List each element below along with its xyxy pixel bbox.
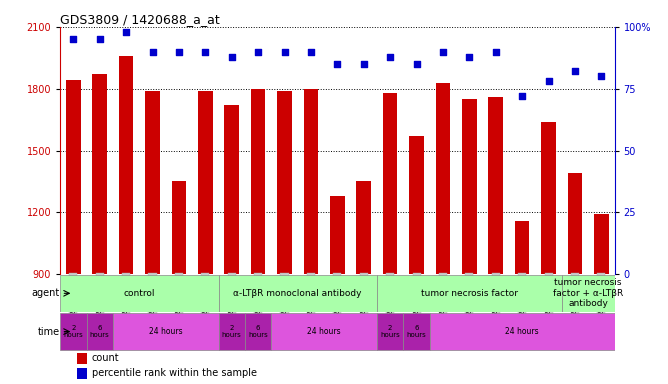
Text: GSM376020: GSM376020 (228, 274, 234, 317)
Text: GSM376027: GSM376027 (308, 274, 314, 317)
Point (517, 93, 528, 99)
Bar (245, 313, 271, 350)
Bar (409, 136, 424, 274)
Bar (357, 182, 371, 274)
Point (332, 61, 343, 67)
Text: GSM376048: GSM376048 (599, 274, 605, 317)
Bar (77, 353, 87, 364)
Text: GSM376047: GSM376047 (572, 274, 578, 317)
Text: GSM376037: GSM376037 (466, 274, 472, 317)
Bar (330, 196, 345, 274)
Bar (119, 56, 134, 274)
Text: GSM375931: GSM375931 (97, 274, 103, 317)
Text: GSM376012: GSM376012 (123, 274, 129, 317)
Bar (92, 74, 107, 274)
Bar (87, 313, 113, 350)
Text: 24 hours: 24 hours (149, 327, 182, 336)
Text: 2
hours: 2 hours (63, 325, 84, 338)
Text: 2
hours: 2 hours (222, 325, 242, 338)
Bar (271, 313, 377, 350)
Text: GSM376019: GSM376019 (202, 274, 208, 317)
Text: GDS3809 / 1420688_a_at: GDS3809 / 1420688_a_at (60, 13, 220, 26)
Bar (66, 81, 81, 274)
Text: α-LTβR monoclonal antibody: α-LTβR monoclonal antibody (234, 289, 362, 298)
Point (411, 61, 422, 67)
Bar (377, 275, 562, 312)
Bar (251, 89, 265, 274)
Point (570, 68, 580, 74)
Bar (430, 313, 615, 350)
Bar (568, 173, 582, 274)
Point (147, 48, 158, 55)
Bar (562, 275, 615, 312)
Text: GSM376034: GSM376034 (440, 274, 446, 317)
Bar (436, 83, 450, 274)
Text: GSM375930: GSM375930 (70, 274, 76, 317)
Bar (277, 91, 292, 274)
Point (464, 53, 475, 60)
Point (226, 53, 237, 60)
Text: 2
hours: 2 hours (380, 325, 400, 338)
Point (279, 48, 290, 55)
Bar (145, 91, 160, 274)
Text: 6
hours: 6 hours (407, 325, 426, 338)
Text: GSM376031: GSM376031 (387, 274, 393, 317)
Bar (541, 122, 556, 274)
Point (596, 73, 607, 79)
Text: tumor necrosis factor: tumor necrosis factor (421, 289, 518, 298)
Text: 24 hours: 24 hours (505, 327, 539, 336)
Text: 6
hours: 6 hours (248, 325, 268, 338)
Point (543, 78, 554, 84)
Bar (198, 91, 212, 274)
Point (253, 48, 263, 55)
Text: GSM376045: GSM376045 (546, 274, 552, 317)
Bar (488, 97, 503, 274)
Bar (383, 93, 397, 274)
Point (121, 29, 132, 35)
Text: GSM376030: GSM376030 (361, 274, 367, 317)
Text: percentile rank within the sample: percentile rank within the sample (92, 368, 257, 378)
Text: GSM376026: GSM376026 (281, 274, 287, 317)
Point (200, 48, 210, 55)
Point (305, 48, 316, 55)
Text: GSM376032: GSM376032 (413, 274, 420, 317)
Point (174, 48, 184, 55)
Text: tumor necrosis
factor + α-LTβR
antibody: tumor necrosis factor + α-LTβR antibody (553, 278, 623, 308)
Bar (172, 182, 186, 274)
Bar (60, 313, 87, 350)
Bar (218, 313, 245, 350)
Point (359, 61, 369, 67)
Point (94, 36, 105, 42)
Text: GSM376018: GSM376018 (176, 274, 182, 317)
Bar (218, 275, 377, 312)
Text: GSM376028: GSM376028 (335, 274, 340, 317)
Bar (60, 275, 218, 312)
Point (490, 48, 501, 55)
Bar (515, 220, 530, 274)
Text: control: control (124, 289, 155, 298)
Text: GSM376017: GSM376017 (150, 274, 156, 317)
Point (385, 53, 395, 60)
Bar (594, 214, 609, 274)
Text: GSM376039: GSM376039 (519, 274, 525, 317)
Bar (377, 313, 403, 350)
Bar (304, 89, 318, 274)
Text: 24 hours: 24 hours (307, 327, 341, 336)
Text: time: time (38, 326, 60, 337)
Text: count: count (92, 353, 120, 363)
Text: GSM376025: GSM376025 (255, 274, 261, 317)
Bar (113, 313, 218, 350)
Text: GSM376038: GSM376038 (493, 274, 499, 317)
Point (438, 48, 448, 55)
Bar (224, 105, 239, 274)
Text: 6
hours: 6 hours (90, 325, 110, 338)
Bar (77, 367, 87, 379)
Bar (462, 99, 476, 274)
Point (68, 36, 79, 42)
Bar (403, 313, 430, 350)
Text: agent: agent (32, 288, 60, 298)
